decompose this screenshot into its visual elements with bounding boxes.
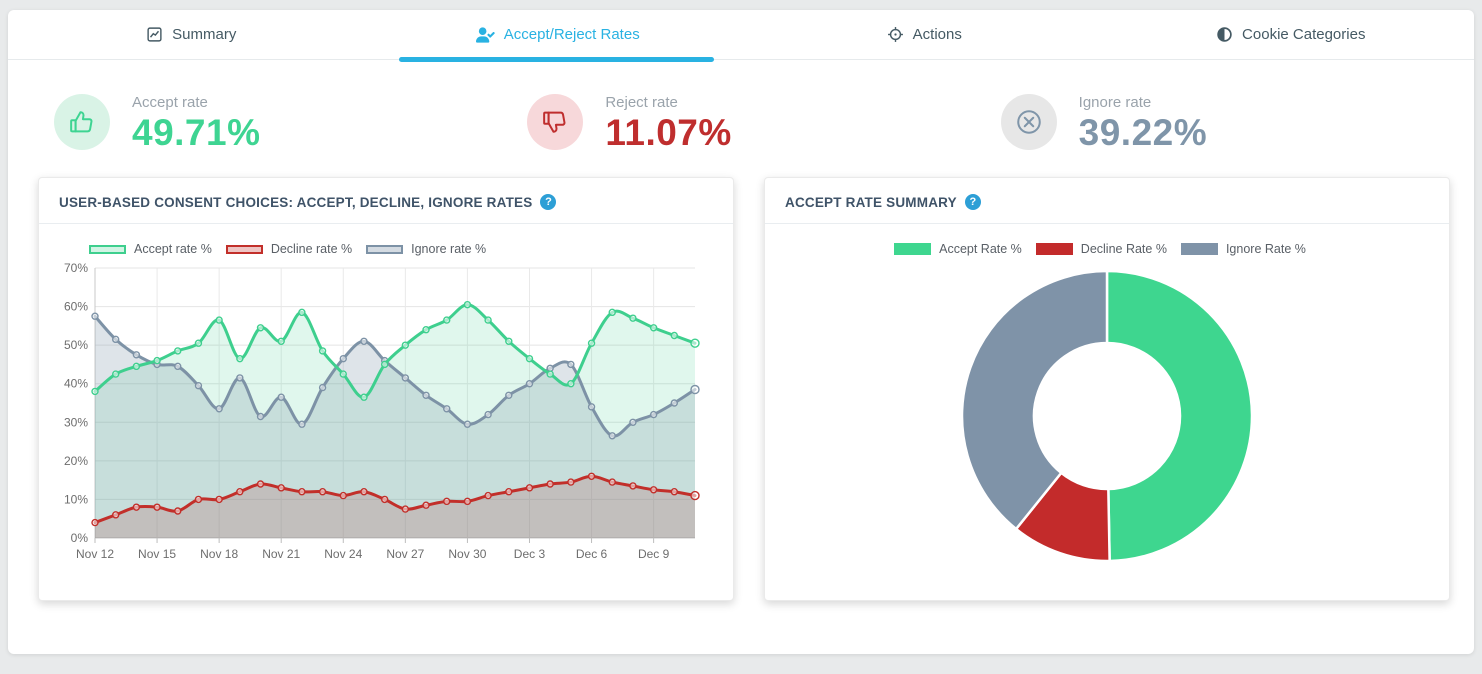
accept-rate-donut-chart [960,269,1254,563]
thumbs-up-icon [54,94,110,150]
crosshairs-icon [887,26,904,43]
tab-label: Summary [172,26,237,43]
legend-label: Accept Rate % [939,242,1022,256]
svg-text:50%: 50% [64,338,88,352]
svg-text:Dec 9: Dec 9 [638,547,670,561]
line-chart-legend: Accept rate % Decline rate % Ignore rate… [39,242,733,256]
svg-text:60%: 60% [64,300,88,314]
tab-cookie-categories[interactable]: Cookie Categories [1108,10,1475,59]
legend-label: Ignore rate % [411,242,487,256]
tab-summary[interactable]: Summary [8,10,375,59]
tab-label: Actions [912,26,962,43]
svg-text:Dec 3: Dec 3 [514,547,546,561]
thumbs-down-icon [527,94,584,150]
legend-item-decline[interactable]: Decline rate % [225,242,353,256]
accept-swatch [89,244,126,254]
consent-choices-title: USER-BASED CONSENT CHOICES: ACCEPT, DECL… [59,194,533,210]
charts-row: USER-BASED CONSENT CHOICES: ACCEPT, DECL… [8,177,1474,601]
legend-item-ignore[interactable]: Ignore rate % [366,242,486,256]
svg-text:0%: 0% [71,531,89,545]
circle-x-icon [1000,94,1057,150]
legend-label: Accept rate % [134,242,212,256]
kpi-label: Accept rate [132,94,208,111]
svg-text:Nov 21: Nov 21 [262,547,300,561]
chart-line-icon [146,26,163,43]
adjust-icon [1216,26,1233,43]
user-check-icon [475,26,495,43]
svg-text:Nov 24: Nov 24 [324,547,362,561]
tab-label: Accept/Reject Rates [503,26,640,43]
accept-rate-summary-card: ACCEPT RATE SUMMARY ? Accept Rate % Decl… [764,177,1450,601]
decline-swatch [225,244,263,254]
svg-text:Nov 27: Nov 27 [386,547,424,561]
donut-legend: Accept Rate % Decline Rate % Ignore Rate… [765,242,1449,256]
tab-label: Cookie Categories [1242,26,1366,43]
accept-swatch [894,243,932,255]
kpi-value: 49.71% [132,112,261,153]
tab-bar: Summary Accept/Reject Rates Actions [8,10,1475,62]
main-panel: Summary Accept/Reject Rates Actions [8,10,1474,654]
svg-text:Nov 18: Nov 18 [200,547,238,561]
decline-swatch [1035,243,1073,255]
kpi-label: Ignore rate [1078,94,1152,111]
kpi-value: 39.22% [1078,112,1208,153]
svg-text:Nov 15: Nov 15 [138,547,176,561]
help-icon[interactable]: ? [964,194,981,210]
svg-text:30%: 30% [64,415,88,429]
legend-item-decline[interactable]: Decline Rate % [1035,242,1167,256]
kpi-label: Reject rate [605,94,678,111]
legend-item-ignore[interactable]: Ignore Rate % [1180,242,1306,256]
tab-accept-reject-rates[interactable]: Accept/Reject Rates [375,10,742,62]
kpi-ignore-rate: Ignore rate 39.22% [1000,94,1474,153]
legend-item-accept[interactable]: Accept Rate % [894,242,1022,256]
consent-rates-line-chart: 0% 10% 20% 30% 40% 50% 60% 70% Nov 12 Nov 15 Nov 1… [64,261,700,561]
ignore-swatch [1180,243,1218,255]
legend-label: Decline rate % [270,242,353,256]
svg-text:Nov 12: Nov 12 [76,547,114,561]
help-icon[interactable]: ? [540,194,557,210]
kpi-value: 11.07% [605,112,732,153]
ignore-swatch [366,244,404,254]
tab-actions[interactable]: Actions [741,10,1108,59]
kpi-row: Accept rate 49.71% Reject rate 11.07% [8,60,1474,177]
consent-choices-card: USER-BASED CONSENT CHOICES: ACCEPT, DECL… [38,177,734,601]
legend-label: Ignore Rate % [1225,242,1306,256]
svg-text:20%: 20% [64,454,88,468]
kpi-reject-rate: Reject rate 11.07% [527,94,1000,151]
svg-text:Dec 6: Dec 6 [576,547,608,561]
svg-text:10%: 10% [64,492,88,506]
kpi-accept-rate: Accept rate 49.71% [54,94,527,151]
legend-label: Decline Rate % [1080,242,1167,256]
svg-text:Nov 30: Nov 30 [448,547,486,561]
accept-rate-summary-title: ACCEPT RATE SUMMARY [785,194,957,210]
legend-item-accept[interactable]: Accept rate % [89,242,212,256]
svg-text:40%: 40% [64,377,88,391]
svg-text:70%: 70% [64,261,88,275]
